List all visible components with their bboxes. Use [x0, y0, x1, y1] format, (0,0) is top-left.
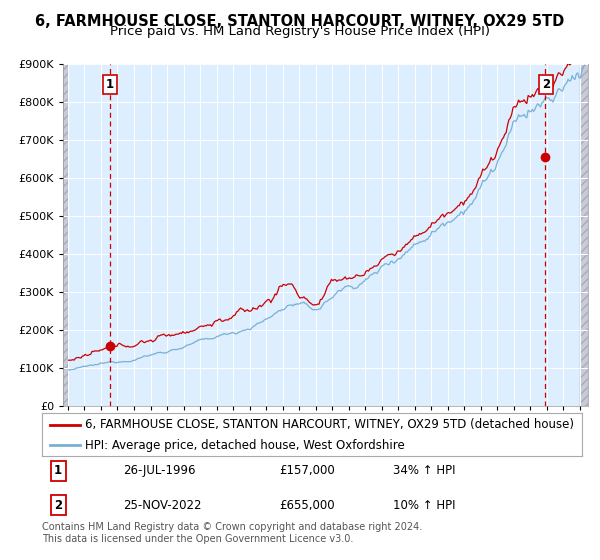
Text: Price paid vs. HM Land Registry's House Price Index (HPI): Price paid vs. HM Land Registry's House …: [110, 25, 490, 38]
Text: 1: 1: [54, 464, 62, 478]
Text: 1: 1: [106, 78, 113, 91]
Text: 10% ↑ HPI: 10% ↑ HPI: [393, 498, 455, 512]
Text: 2: 2: [54, 498, 62, 512]
Text: 2: 2: [542, 78, 550, 91]
Bar: [63, 64, 68, 406]
Text: 6, FARMHOUSE CLOSE, STANTON HARCOURT, WITNEY, OX29 5TD (detached house): 6, FARMHOUSE CLOSE, STANTON HARCOURT, WI…: [85, 418, 574, 431]
Text: HPI: Average price, detached house, West Oxfordshire: HPI: Average price, detached house, West…: [85, 439, 405, 452]
Bar: [580, 64, 588, 406]
Bar: [580, 64, 588, 406]
Bar: [63, 64, 68, 406]
Text: Contains HM Land Registry data © Crown copyright and database right 2024.
This d: Contains HM Land Registry data © Crown c…: [42, 522, 422, 544]
Text: 26-JUL-1996: 26-JUL-1996: [123, 464, 196, 478]
Text: 34% ↑ HPI: 34% ↑ HPI: [393, 464, 455, 478]
Text: 6, FARMHOUSE CLOSE, STANTON HARCOURT, WITNEY, OX29 5TD: 6, FARMHOUSE CLOSE, STANTON HARCOURT, WI…: [35, 14, 565, 29]
Text: £655,000: £655,000: [280, 498, 335, 512]
Text: £157,000: £157,000: [280, 464, 335, 478]
Text: 25-NOV-2022: 25-NOV-2022: [123, 498, 202, 512]
